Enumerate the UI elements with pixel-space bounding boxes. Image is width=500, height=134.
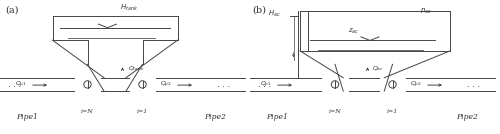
Text: i=N: i=N (328, 109, 342, 113)
Text: Pipe2: Pipe2 (456, 113, 478, 121)
Text: i=1: i=1 (387, 109, 398, 113)
Text: Pipe1: Pipe1 (266, 113, 288, 121)
Text: . . .: . . . (258, 81, 270, 89)
Text: $Q_{p2}$: $Q_{p2}$ (160, 80, 172, 90)
Text: i=N: i=N (81, 109, 94, 113)
Text: $Q_{p2}$: $Q_{p2}$ (410, 80, 422, 90)
Text: (b): (b) (252, 5, 266, 14)
Text: $Q_{p1}$: $Q_{p1}$ (260, 80, 272, 90)
Text: $H_{ac}$: $H_{ac}$ (268, 9, 280, 19)
Text: $H_{tank}$: $H_{tank}$ (120, 3, 139, 13)
Text: $z_{ac}$: $z_{ac}$ (348, 26, 359, 36)
Text: $p_{ac}$: $p_{ac}$ (420, 7, 432, 16)
Text: $Q_{p1}$: $Q_{p1}$ (16, 80, 28, 90)
Text: Pipe2: Pipe2 (204, 113, 226, 121)
Text: . . .: . . . (8, 81, 21, 89)
Text: $Q_{tank}$: $Q_{tank}$ (128, 64, 144, 73)
Text: $Q_{ac}$: $Q_{ac}$ (372, 64, 384, 73)
Text: . . .: . . . (467, 81, 480, 89)
Text: . . .: . . . (217, 81, 230, 89)
Text: (a): (a) (5, 5, 18, 14)
Text: i=1: i=1 (137, 109, 148, 113)
Text: Pipe1: Pipe1 (16, 113, 38, 121)
